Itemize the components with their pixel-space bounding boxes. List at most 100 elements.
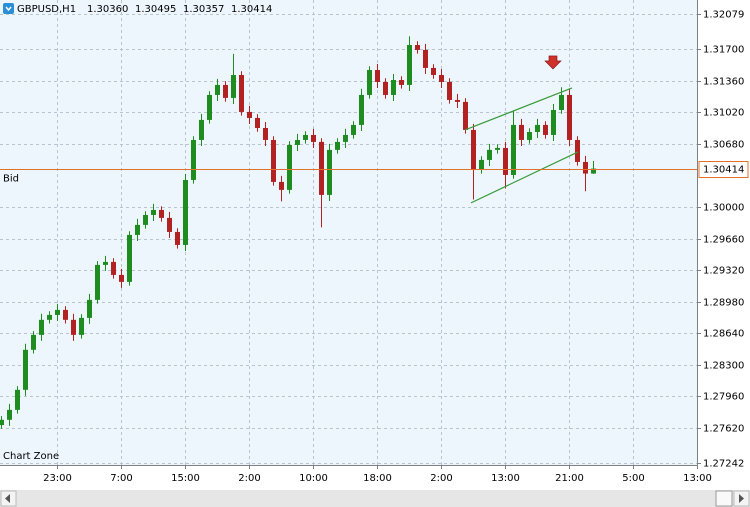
candle-body [95, 264, 100, 300]
symbol-icon[interactable] [3, 3, 14, 14]
candle-body [63, 309, 68, 320]
candle-body [71, 319, 76, 335]
candle-body [247, 111, 252, 118]
candle-body [295, 139, 300, 145]
candle-body [23, 349, 28, 390]
candle-body [399, 80, 404, 85]
x-tick-label: 18:00 [363, 473, 392, 484]
candle-body [143, 214, 148, 225]
candle-body [287, 144, 292, 190]
time-axis-area [0, 465, 697, 490]
candle-body [223, 84, 228, 98]
x-tick-label: 10:00 [299, 473, 328, 484]
candle-body [119, 274, 124, 282]
candle-body [103, 261, 108, 265]
candle-body [311, 134, 316, 142]
x-tick-label: 2:00 [430, 473, 452, 484]
y-tick-label: 1.27242 [703, 459, 744, 470]
candle-body [407, 45, 412, 85]
y-tick-label: 1.29660 [703, 235, 744, 246]
candle-body [415, 45, 420, 50]
header-open: 1.30360 [87, 4, 128, 15]
candle-body [183, 179, 188, 245]
candle-body [455, 99, 460, 102]
y-tick-label: 1.30680 [703, 140, 744, 151]
candle-body [535, 124, 540, 132]
x-tick-label: 13:00 [683, 473, 712, 484]
y-tick-label: 1.27960 [703, 392, 744, 403]
candle-body [111, 261, 116, 275]
signal-arrow [544, 55, 562, 70]
candle-body [591, 168, 596, 174]
y-tick-label: 1.32079 [703, 10, 744, 21]
header-high: 1.30495 [135, 4, 176, 15]
y-tick-label: 1.30000 [703, 203, 744, 214]
x-tick-label: 13:00 [491, 473, 520, 484]
layer: Bid [0, 0, 698, 465]
price-axis-area [697, 0, 750, 490]
y-tick-label: 1.28980 [703, 298, 744, 309]
x-tick-label: 15:00 [171, 473, 200, 484]
candle-body [575, 139, 580, 162]
plot-area [0, 0, 697, 465]
y-tick-label: 1.28640 [703, 329, 744, 340]
candle-body [175, 231, 180, 245]
candle-body [495, 147, 500, 150]
candle-body [511, 124, 516, 175]
header-low: 1.30357 [183, 4, 224, 15]
candle-body [207, 94, 212, 120]
candle-body [503, 147, 508, 175]
x-tick-label: 2:00 [238, 473, 260, 484]
candle-body [383, 81, 388, 95]
candle-body [31, 334, 36, 350]
candle-body [15, 389, 20, 410]
candle-body [167, 217, 172, 232]
channel-line [464, 87, 573, 131]
candle-body [447, 81, 452, 100]
candle-body [215, 84, 220, 95]
symbol-icon-arrow [5, 6, 12, 12]
bid-price: 1.30414 [703, 165, 744, 176]
bid-label: Bid [3, 174, 19, 185]
candle-body [199, 119, 204, 140]
x-tick-label: 23:00 [43, 473, 72, 484]
x-tick-label: 5:00 [622, 473, 644, 484]
candle-body [7, 409, 12, 420]
candle-body [319, 141, 324, 195]
candle-body [263, 127, 268, 140]
candle-body [231, 74, 236, 98]
y-tick-label: 1.31020 [703, 108, 744, 119]
candle-body [487, 149, 492, 160]
candle-body [327, 149, 332, 195]
candle-body [351, 124, 356, 135]
candle-body [367, 69, 372, 95]
y-tick-label: 1.28300 [703, 361, 744, 372]
candle-body [335, 141, 340, 150]
bid-price-box [698, 161, 749, 178]
candle-body [239, 74, 244, 112]
candle-body [255, 117, 260, 128]
candle-body [343, 134, 348, 142]
candle-body [567, 94, 572, 140]
candle-body [551, 109, 556, 135]
candle-body [479, 159, 484, 170]
candle-body [79, 317, 84, 335]
channel-line [470, 151, 579, 204]
header-close: 1.30414 [231, 4, 272, 15]
candle-body [127, 234, 132, 282]
candle-body [303, 134, 308, 140]
scroll-thumb[interactable] [715, 490, 733, 507]
candle-body [87, 299, 92, 318]
candle-body [279, 181, 284, 190]
scrollbar[interactable] [0, 490, 750, 507]
candle-body [439, 74, 444, 82]
candle-body [519, 124, 524, 140]
candle-body [151, 209, 156, 215]
x-tick-label: 7:00 [110, 473, 132, 484]
candle-body [583, 161, 588, 174]
scroll-right-icon [739, 494, 744, 503]
candle-body [527, 131, 532, 140]
candle-body [135, 224, 140, 235]
